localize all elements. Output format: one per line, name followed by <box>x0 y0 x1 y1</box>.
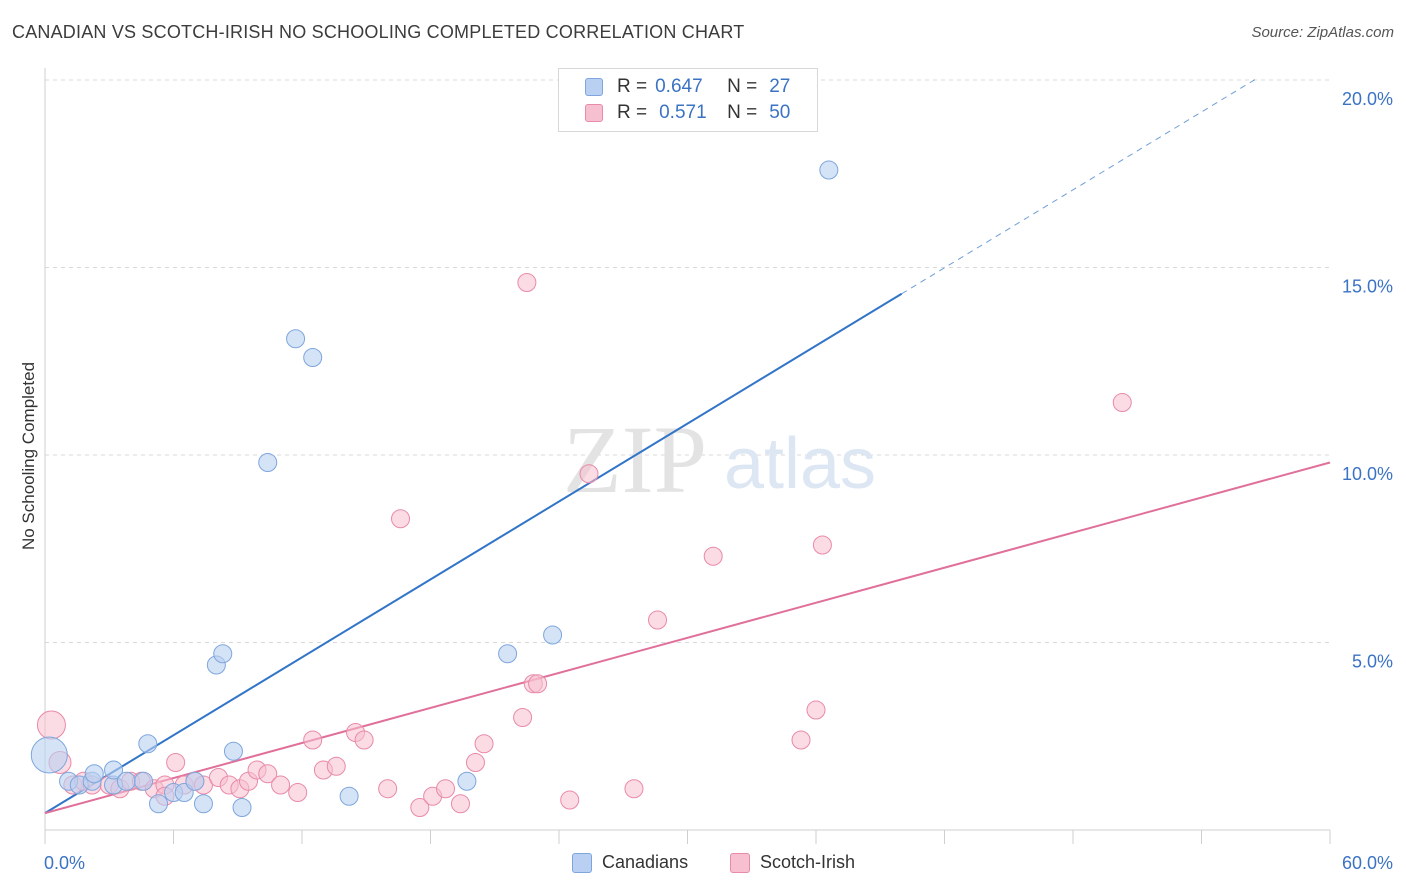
canadians-point <box>223 741 243 761</box>
scotch-irish-legend-swatch <box>730 852 750 873</box>
scotch-irish-point <box>513 708 533 727</box>
canadians-point <box>84 764 104 784</box>
grid-lines <box>45 79 1330 643</box>
watermark-atlas: atlas <box>724 424 876 504</box>
canadians-point <box>258 453 278 472</box>
bottom-legend-canadians: Canadians <box>572 852 688 873</box>
scotch-irish-point <box>166 753 186 772</box>
legend-n-label: N = <box>727 102 758 123</box>
canadians-trend-extension <box>901 79 1256 295</box>
tick-labels: 5.0% 10.0% 15.0% 20.0% 0.0% 60.0% <box>44 89 1393 873</box>
scotch-irish-point <box>391 509 411 529</box>
canadians-point <box>457 771 477 791</box>
canadians-point <box>303 348 323 367</box>
scotch-irish-point <box>624 779 644 799</box>
scotch-irish-point <box>648 610 668 630</box>
scotch-irish-point <box>791 730 811 750</box>
canadians-point <box>232 798 252 817</box>
x-tick-label-max: 60.0% <box>1342 853 1393 873</box>
canadians-point <box>819 160 839 180</box>
canadians-point <box>30 736 68 774</box>
trend-lines <box>44 79 1331 815</box>
scotch-irish-point <box>354 730 374 750</box>
bottom-legend-scotch-irish: Scotch-Irish <box>730 852 855 873</box>
legend-r-label: R = <box>617 76 648 97</box>
scotch-irish-point <box>579 464 599 484</box>
canadians-point <box>134 771 154 791</box>
scotch-irish-n-value: 50 <box>769 102 791 123</box>
scotch-irish-swatch <box>585 104 603 122</box>
scotch-irish-point <box>36 710 66 740</box>
scotch-irish-point <box>517 273 537 292</box>
canadians-point <box>498 644 518 664</box>
canadians-point <box>116 771 136 791</box>
canadians-point <box>286 329 306 349</box>
canadians-point <box>339 786 359 806</box>
canadians-point <box>213 644 233 664</box>
legend-row-scotch-irish: R = 0.571 N = 50 <box>585 101 790 125</box>
axes <box>44 68 1331 844</box>
scotch-irish-trend-line <box>44 461 1331 815</box>
scotch-irish-point <box>288 783 308 802</box>
y-tick-label: 5.0% <box>1352 652 1393 672</box>
canadians-point <box>104 760 124 780</box>
data-points <box>30 160 1132 817</box>
scotch-irish-point <box>435 779 455 799</box>
legend-r-label: R = <box>617 102 648 123</box>
y-tick-label: 15.0% <box>1342 277 1393 297</box>
legend-row-canadians: R = 0.647 N = 27 <box>585 75 790 99</box>
scotch-irish-point <box>326 756 346 776</box>
scotch-irish-r-value: 0.571 <box>659 102 707 123</box>
y-tick-label: 10.0% <box>1342 464 1393 484</box>
canadians-point <box>138 734 158 754</box>
scotch-irish-point <box>410 798 430 817</box>
scotch-irish-point <box>528 674 548 694</box>
scotch-irish-point <box>303 730 323 750</box>
canadians-n-value: 27 <box>769 76 791 97</box>
scotch-irish-point <box>560 790 580 810</box>
y-axis-label: No Schooling Completed <box>19 362 38 550</box>
canadians-point <box>193 794 213 814</box>
source-label: Source: ZipAtlas.com <box>1251 24 1394 41</box>
canadians-point <box>185 771 205 791</box>
correlation-legend: R = 0.647 N = 27 R = 0.571 N = 50 <box>558 68 818 132</box>
canadians-legend-label: Canadians <box>602 852 689 872</box>
scotch-irish-point <box>806 700 826 720</box>
scotch-irish-point <box>474 734 494 754</box>
scotch-irish-point <box>378 779 398 799</box>
scotch-irish-legend-label: Scotch-Irish <box>760 852 856 872</box>
canadians-trend-line <box>44 292 903 814</box>
y-tick-label: 20.0% <box>1342 89 1393 109</box>
scotch-irish-point <box>271 775 291 795</box>
canadians-swatch <box>585 78 603 96</box>
scotch-irish-point <box>258 764 278 784</box>
scotch-irish-point <box>465 753 485 772</box>
canadians-legend-swatch <box>572 852 592 873</box>
x-tick-label-min: 0.0% <box>44 853 85 873</box>
scotch-irish-point <box>450 794 470 814</box>
scotch-irish-point <box>703 546 723 566</box>
canadians-r-value: 0.647 <box>655 76 703 97</box>
legend-n-label: N = <box>727 76 758 97</box>
watermark-zip: ZIP <box>563 406 707 513</box>
canadians-point <box>149 794 169 814</box>
watermark: ZIP atlas <box>563 406 876 513</box>
scotch-irish-point <box>1112 393 1132 412</box>
canadians-point <box>543 625 563 645</box>
scotch-irish-point <box>812 535 832 555</box>
chart-title: CANADIAN VS SCOTCH-IRISH NO SCHOOLING CO… <box>12 22 745 42</box>
